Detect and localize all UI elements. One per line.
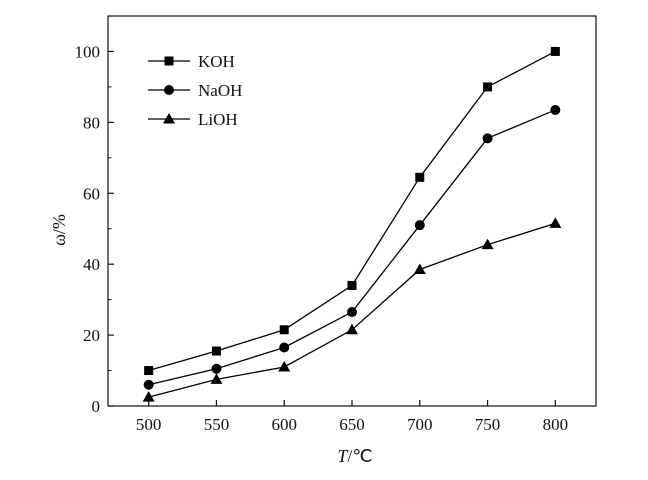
data-point-koh bbox=[279, 325, 289, 335]
x-axis-label: T/℃ bbox=[337, 446, 372, 466]
data-point-lioh bbox=[549, 217, 562, 228]
y-axis: 0 20 40 60 80 100 bbox=[75, 42, 114, 416]
legend-label-lioh: LiOH bbox=[198, 110, 238, 129]
data-point-koh bbox=[347, 280, 357, 290]
y-tick-label: 20 bbox=[83, 326, 100, 345]
legend-marker-lioh bbox=[163, 113, 175, 124]
data-point-koh bbox=[144, 366, 154, 376]
data-point-naoh bbox=[347, 307, 357, 318]
series-layer bbox=[142, 46, 562, 402]
series-koh bbox=[144, 46, 560, 376]
y-tick-label: 80 bbox=[83, 113, 100, 132]
y-tick-label: 60 bbox=[83, 184, 100, 203]
x-axis-label-variable: T bbox=[337, 446, 349, 466]
series-naoh bbox=[143, 104, 561, 390]
series-line-naoh bbox=[148, 109, 556, 386]
data-point-koh bbox=[483, 82, 493, 92]
x-tick-label: 700 bbox=[407, 415, 433, 434]
data-point-naoh bbox=[143, 379, 154, 390]
x-tick-label: 800 bbox=[543, 415, 569, 434]
data-point-naoh bbox=[211, 363, 222, 374]
y-tick-label: 100 bbox=[75, 42, 101, 61]
y-tick-label: 0 bbox=[92, 397, 101, 416]
x-tick-label: 750 bbox=[475, 415, 501, 434]
x-tick-label: 650 bbox=[339, 415, 365, 434]
series-lioh bbox=[142, 217, 562, 402]
x-tick-label: 500 bbox=[136, 415, 162, 434]
legend-marker-koh bbox=[164, 56, 174, 66]
data-point-lioh bbox=[142, 391, 155, 402]
data-point-naoh bbox=[414, 220, 425, 231]
legend: KOH NaOH LiOH bbox=[148, 52, 242, 129]
y-axis-label: ω/% bbox=[49, 214, 69, 246]
legend-item-naoh: NaOH bbox=[148, 81, 242, 100]
x-axis-label-unit: /℃ bbox=[347, 446, 372, 466]
data-point-lioh bbox=[346, 323, 358, 335]
data-point-koh bbox=[415, 172, 425, 182]
data-point-koh bbox=[211, 346, 221, 356]
data-point-lioh bbox=[413, 263, 426, 274]
legend-label-naoh: NaOH bbox=[198, 81, 242, 100]
legend-label-koh: KOH bbox=[198, 52, 235, 71]
x-tick-label: 550 bbox=[204, 415, 230, 434]
legend-marker-naoh bbox=[164, 85, 174, 95]
data-point-naoh bbox=[279, 342, 290, 353]
data-point-naoh bbox=[482, 133, 493, 144]
legend-item-koh: KOH bbox=[148, 52, 235, 71]
data-point-lioh bbox=[210, 373, 223, 384]
legend-item-lioh: LiOH bbox=[148, 110, 238, 129]
plot-frame bbox=[107, 15, 597, 407]
x-tick-label: 600 bbox=[271, 415, 297, 434]
data-point-lioh bbox=[278, 361, 291, 372]
data-point-lioh bbox=[481, 238, 494, 250]
data-point-koh bbox=[550, 46, 560, 56]
y-tick-label: 40 bbox=[83, 255, 100, 274]
data-point-naoh bbox=[550, 104, 561, 115]
x-axis: 500 550 600 650 700 750 800 bbox=[136, 400, 568, 434]
